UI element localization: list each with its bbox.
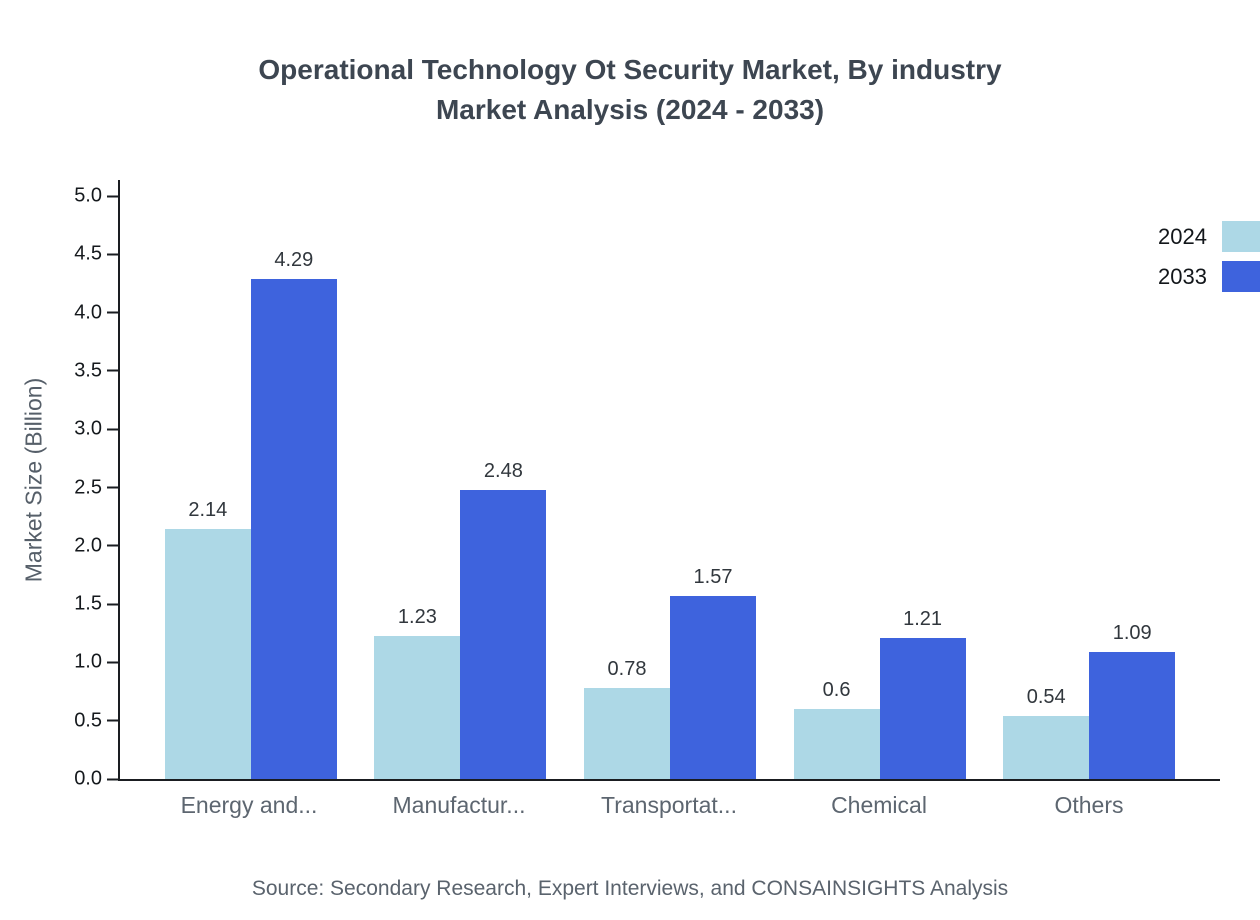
bar-value-label: 1.09 bbox=[1112, 621, 1152, 644]
plot-area: 0.0 0.5 1.0 1.5 2.0 2.5 3.0 3.5 4.0 4.5 5.0 2.14 4.… bbox=[74, 180, 1220, 790]
y-tick: 2.0 bbox=[74, 534, 118, 557]
y-tick: 4.0 bbox=[74, 301, 118, 324]
y-tick-label: 0.5 bbox=[74, 709, 102, 732]
bar-groups: 2.14 4.29 1.23 2.48 0.78 1.57 0.6 1.21 0.54 1.09 bbox=[120, 196, 1220, 779]
legend-swatch bbox=[1222, 221, 1260, 252]
bar-2024: 1.23 bbox=[374, 606, 461, 779]
bar-group-4: 0.6 1.21 bbox=[775, 196, 985, 779]
x-axis-label: Transportat... bbox=[601, 792, 737, 818]
y-tick-label: 1.0 bbox=[74, 650, 102, 673]
y-tick-label: 2.5 bbox=[74, 476, 102, 498]
bar-value-label: 2.48 bbox=[483, 459, 523, 482]
bar-value-label: 1.23 bbox=[397, 605, 437, 628]
legend-swatch bbox=[1222, 261, 1260, 292]
y-tick-label: 3.5 bbox=[74, 359, 102, 382]
bar-group-2: 1.23 2.48 bbox=[356, 196, 566, 779]
source-note: Source: Secondary Research, Expert Inter… bbox=[251, 877, 1009, 900]
y-tick-label: 0.0 bbox=[74, 767, 102, 790]
bar-2033: 1.21 bbox=[879, 608, 966, 779]
y-tick: 0.5 bbox=[74, 709, 118, 732]
y-tick-label: 1.5 bbox=[74, 592, 102, 615]
y-tick-mark bbox=[107, 603, 118, 606]
legend-item-2033: 2033 bbox=[1158, 261, 1260, 292]
y-tick-mark bbox=[107, 428, 118, 431]
y-tick-mark bbox=[107, 195, 118, 197]
y-tick-mark bbox=[107, 778, 118, 780]
bar-value-label: 1.21 bbox=[903, 607, 943, 630]
legend: 2024 2033 bbox=[1158, 221, 1260, 292]
x-axis-labels: Energy and... Manufactur... Transportat...… bbox=[118, 792, 1220, 819]
y-tick: 4.5 bbox=[74, 243, 118, 266]
legend-label: 2024 bbox=[1158, 223, 1207, 249]
legend-label: 2033 bbox=[1158, 263, 1207, 289]
bar-value-label: 1.57 bbox=[693, 565, 733, 588]
bar-group-3: 0.78 1.57 bbox=[565, 196, 775, 779]
y-tick-label: 4.5 bbox=[74, 242, 102, 265]
bar-group-5: 0.54 1.09 bbox=[984, 196, 1194, 779]
y-tick: 0.0 bbox=[74, 768, 118, 791]
bar-2024: 0.54 bbox=[1003, 686, 1090, 779]
y-axis-title: Market Size (Billion) bbox=[20, 377, 47, 583]
chart-title-line1: Operational Technology Ot Security Marke… bbox=[258, 54, 1002, 85]
y-tick-label: 3.0 bbox=[74, 417, 102, 440]
x-axis-label: Chemical bbox=[831, 792, 927, 818]
y-axis: 0.0 0.5 1.0 1.5 2.0 2.5 3.0 3.5 4.0 4.5 5.0 bbox=[74, 185, 1220, 790]
chart-title: Operational Technology Ot Security Marke… bbox=[0, 50, 1260, 130]
y-tick-mark bbox=[107, 719, 118, 722]
bar-value-label: 0.54 bbox=[1026, 686, 1066, 709]
y-tick-label: 5.0 bbox=[74, 184, 102, 207]
bar-group-1: 2.14 4.29 bbox=[146, 196, 356, 779]
y-tick-mark bbox=[107, 661, 118, 664]
chart-title-line2: Market Analysis (2024 - 2033) bbox=[435, 94, 825, 125]
plot-inner: 0.0 0.5 1.0 1.5 2.0 2.5 3.0 3.5 4.0 4.5 5.0 2.14 4.… bbox=[74, 185, 1220, 790]
bar-value-label: 2.14 bbox=[188, 499, 228, 522]
y-tick-mark bbox=[107, 486, 118, 489]
y-tick: 1.0 bbox=[74, 651, 118, 674]
bar-value-label: 0.6 bbox=[822, 679, 851, 702]
y-tick-mark bbox=[107, 369, 118, 372]
bar-2024: 0.6 bbox=[793, 679, 880, 779]
bar-2033: 1.09 bbox=[1089, 622, 1176, 779]
y-tick-mark bbox=[107, 544, 118, 547]
bar-value-label: 4.29 bbox=[274, 248, 314, 271]
bar-2024: 0.78 bbox=[583, 658, 670, 779]
y-tick: 3.0 bbox=[74, 418, 118, 441]
bar-2024: 2.14 bbox=[164, 499, 251, 779]
legend-item-2024: 2024 bbox=[1158, 221, 1260, 252]
bar-value-label: 0.78 bbox=[607, 658, 647, 681]
y-tick: 2.5 bbox=[74, 476, 118, 499]
y-tick-label: 2.0 bbox=[74, 534, 102, 557]
y-tick: 1.5 bbox=[74, 593, 118, 616]
x-axis-label: Energy and... bbox=[180, 792, 318, 818]
x-axis-label: Manufactur... bbox=[392, 792, 526, 818]
y-tick: 3.5 bbox=[74, 359, 118, 382]
y-tick-mark bbox=[107, 311, 118, 314]
y-tick: 5.0 bbox=[74, 185, 118, 208]
y-tick-mark bbox=[107, 253, 118, 256]
x-axis-label: Others bbox=[1054, 792, 1124, 818]
bar-2033: 2.48 bbox=[460, 460, 547, 779]
y-tick-label: 4.0 bbox=[74, 301, 102, 324]
bar-2033: 4.29 bbox=[250, 249, 337, 779]
bar-2033: 1.57 bbox=[669, 566, 756, 779]
